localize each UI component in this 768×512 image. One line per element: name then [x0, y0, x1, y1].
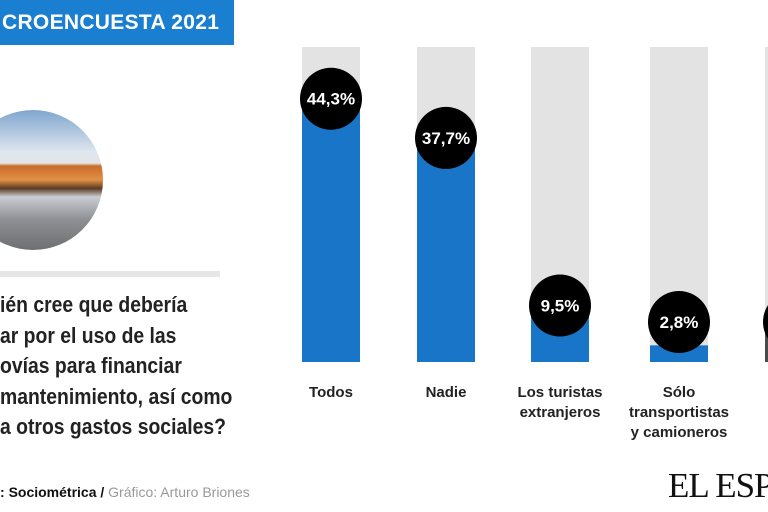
source-credit: : Sociométrica / Gráfico: Arturo Briones: [0, 484, 250, 500]
source-prefix: :: [0, 484, 9, 500]
data-label: 9,5%: [541, 297, 580, 316]
question-line: a otros gastos sociales?: [0, 414, 226, 439]
graphic-credit: Gráfico: Arturo Briones: [108, 484, 250, 500]
question-text: ién cree que debería ar por el uso de la…: [0, 290, 232, 443]
bar: [765, 332, 768, 362]
category-label: Los turistas: [517, 384, 602, 401]
category-label: Nadie: [426, 384, 467, 401]
category-label: y camioneros: [631, 424, 728, 441]
question-line: mantenimiento, así como: [0, 383, 233, 409]
category-label: extranjeros: [520, 404, 601, 421]
category-label: Todos: [309, 384, 353, 401]
question-line: ovías para financiar: [0, 353, 182, 378]
data-label: 2,8%: [660, 313, 699, 332]
bar: [417, 137, 475, 362]
value-bubble: [529, 274, 591, 337]
category-label: transportistas: [629, 404, 729, 421]
value-bubble: [300, 67, 362, 130]
category-label: Sólo: [663, 384, 696, 401]
value-bubble: [763, 305, 768, 339]
bar-track: [765, 47, 768, 362]
data-label: 44,3%: [307, 90, 355, 109]
value-bubble: [648, 291, 710, 353]
el-espanol-logo: EL ESPA: [668, 466, 768, 505]
source-name: Sociométrica: [8, 484, 97, 500]
question-line: ar por el uso de las: [0, 322, 177, 348]
question-line: ién cree que debería: [0, 292, 188, 317]
data-label: 37,7%: [422, 129, 470, 148]
divider: [0, 271, 220, 277]
bar: [302, 98, 360, 362]
source-sep: /: [96, 484, 109, 500]
value-bubble: [415, 106, 477, 169]
bar: [650, 345, 708, 362]
survey-title-banner: CROENCUESTA 2021: [0, 0, 234, 45]
